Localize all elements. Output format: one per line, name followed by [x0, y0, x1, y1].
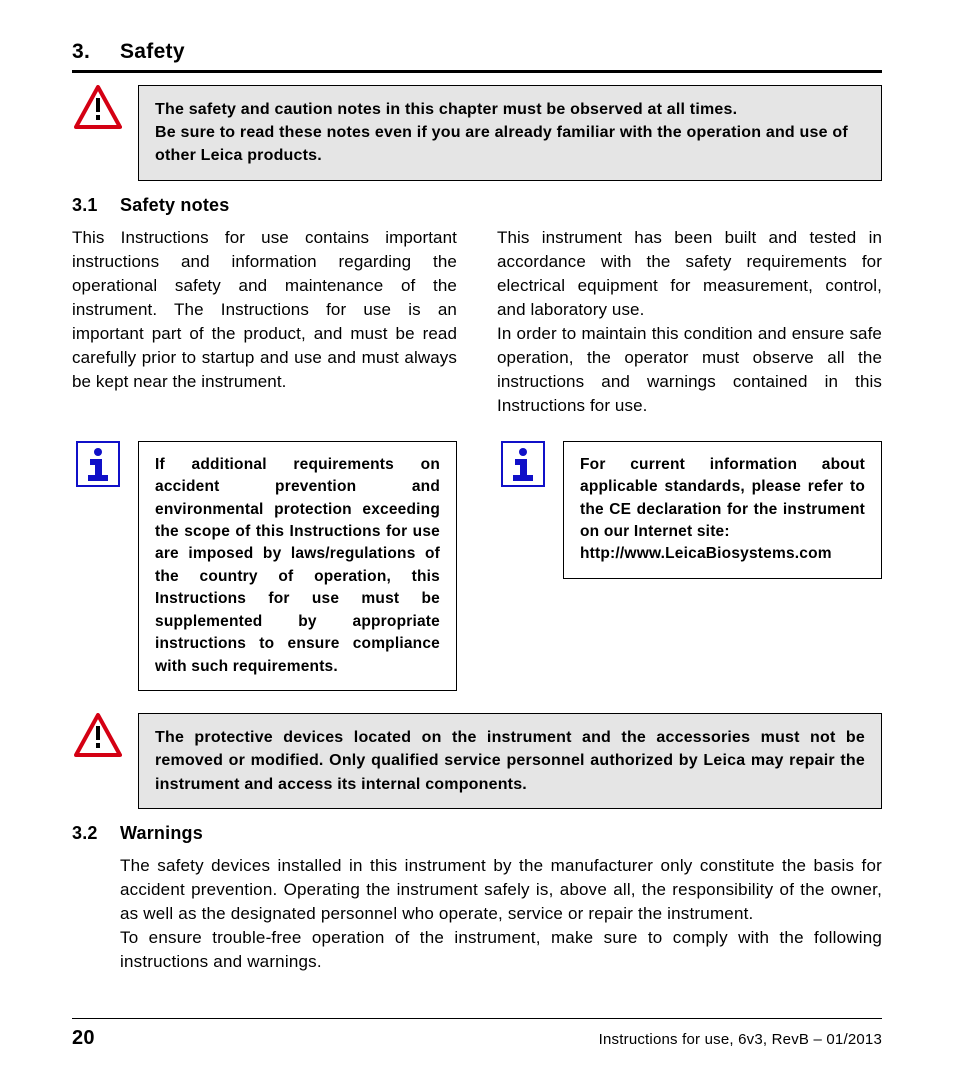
warning-icon [72, 713, 124, 757]
info-icon [497, 441, 549, 487]
col-left: This Instructions for use contains impor… [72, 226, 457, 419]
section-title: Safety [120, 40, 185, 64]
header-rule [72, 70, 882, 73]
info-unit-left: If additional requirements on accident p… [72, 441, 457, 692]
subsection-3-2: 3.2 Warnings [72, 823, 882, 844]
warning-callout-2: The protective devices located on the in… [72, 713, 882, 809]
info-row: If additional requirements on accident p… [72, 441, 882, 692]
warning-box-2: The protective devices located on the in… [138, 713, 882, 809]
section-header: 3. Safety [72, 40, 882, 64]
page-footer: 20 Instructions for use, 6v3, RevB – 01/… [72, 990, 882, 1050]
page-number: 20 [72, 1027, 95, 1050]
col-right-p1: This instrument has been built and teste… [497, 228, 882, 319]
col-right: This instrument has been built and teste… [497, 226, 882, 419]
warning-text-1: The safety and caution notes in this cha… [155, 98, 865, 168]
info-unit-right: For current information about applicable… [497, 441, 882, 579]
sub2-title: Warnings [120, 823, 203, 844]
subsection-3-1: 3.1 Safety notes [72, 195, 882, 216]
footer-rule [72, 1018, 882, 1019]
warning-callout-1: The safety and caution notes in this cha… [72, 85, 882, 181]
sub1-num: 3.1 [72, 195, 120, 216]
info-icon [72, 441, 124, 487]
warnings-body: The safety devices installed in this ins… [120, 854, 882, 975]
body-columns: This Instructions for use contains impor… [72, 226, 882, 419]
info-box-right: For current information about applicable… [563, 441, 882, 579]
info-box-left: If additional requirements on accident p… [138, 441, 457, 692]
section-number: 3. [72, 40, 120, 64]
info-right-p1: For current information about applicable… [580, 456, 865, 540]
footer-text: Instructions for use, 6v3, RevB – 01/201… [599, 1031, 882, 1048]
info-right-url: http://www.LeicaBiosystems.com [580, 545, 832, 562]
sub2-num: 3.2 [72, 823, 120, 844]
warning-box-1: The safety and caution notes in this cha… [138, 85, 882, 181]
col-right-p2: In order to maintain this condition and … [497, 324, 882, 415]
sub1-title: Safety notes [120, 195, 229, 216]
warnings-p1: The safety devices installed in this ins… [120, 856, 882, 923]
warnings-p2: To ensure trouble-free operation of the … [120, 928, 882, 971]
warning-icon [72, 85, 124, 129]
